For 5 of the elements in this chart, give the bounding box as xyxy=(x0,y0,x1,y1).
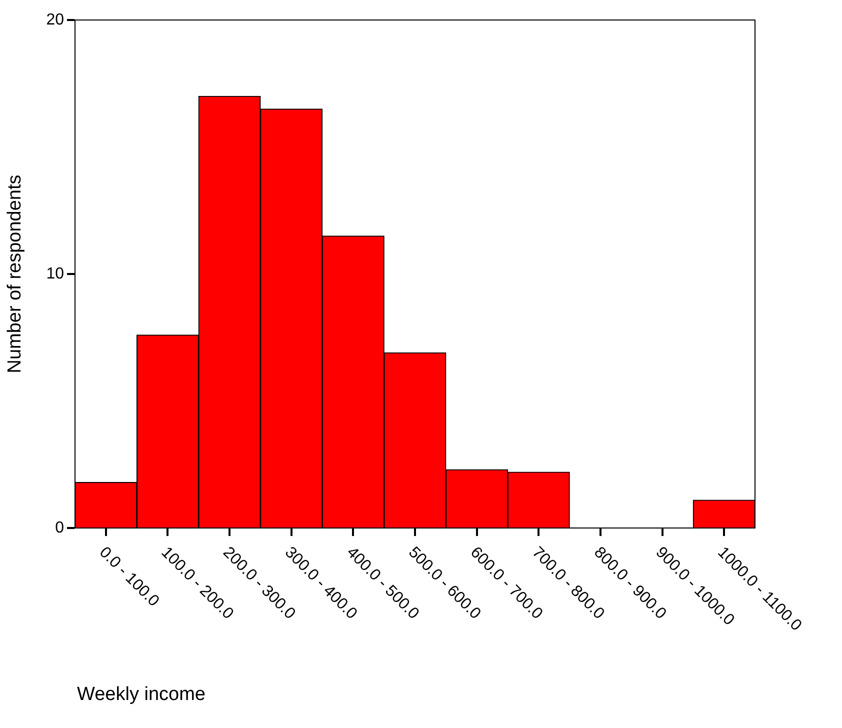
y-tick-label: 10 xyxy=(46,265,64,282)
y-tick-label: 20 xyxy=(46,11,64,28)
x-axis-title: Weekly income xyxy=(77,684,206,705)
y-tick-label: 0 xyxy=(55,519,64,536)
y-axis-title: Number of respondents xyxy=(4,174,26,374)
